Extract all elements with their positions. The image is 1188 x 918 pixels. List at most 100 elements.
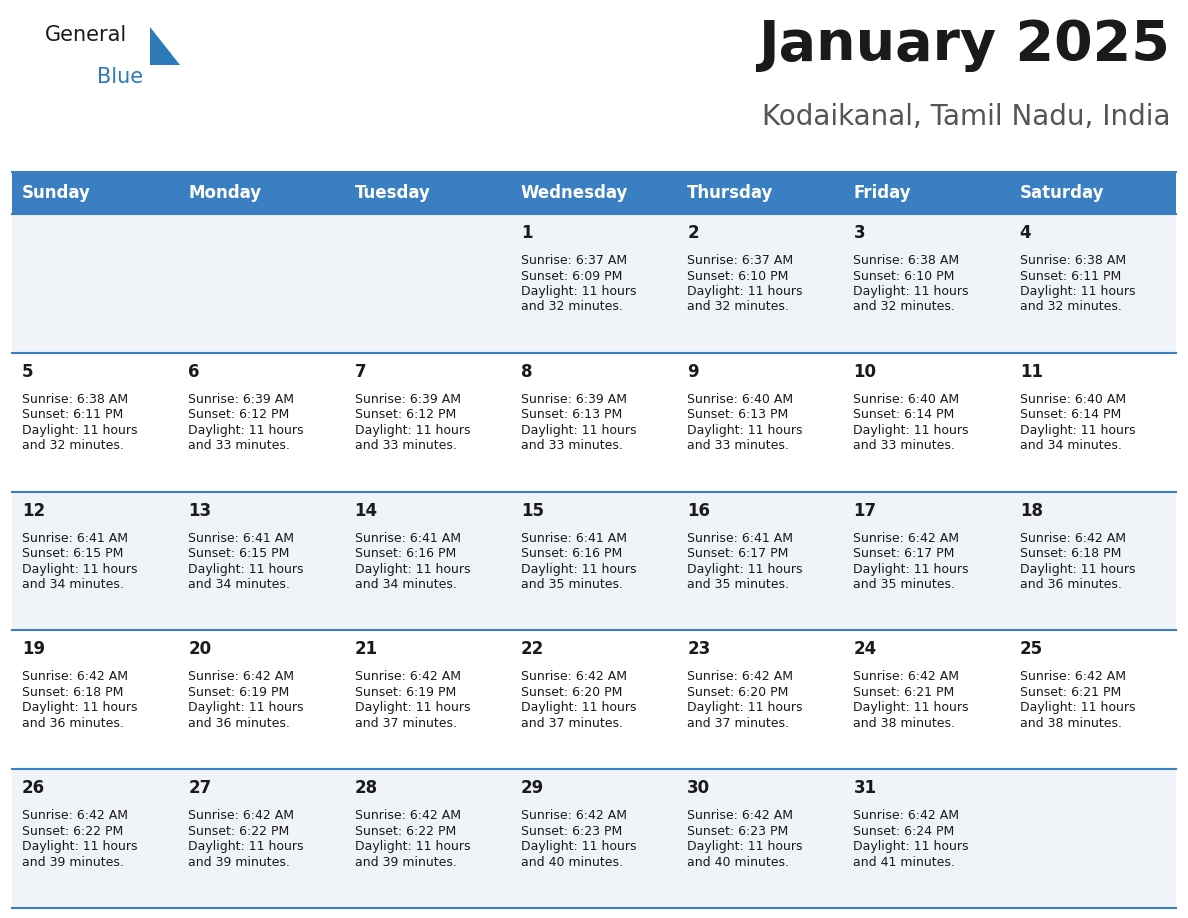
Text: 23: 23 — [687, 641, 710, 658]
Text: Daylight: 11 hours: Daylight: 11 hours — [520, 701, 637, 714]
Text: Sunset: 6:23 PM: Sunset: 6:23 PM — [520, 824, 623, 838]
Bar — [677, 214, 843, 353]
Text: Daylight: 11 hours: Daylight: 11 hours — [188, 840, 304, 853]
Text: Sunrise: 6:42 AM: Sunrise: 6:42 AM — [853, 670, 960, 683]
Text: Daylight: 11 hours: Daylight: 11 hours — [1019, 563, 1136, 576]
Text: Sunrise: 6:41 AM: Sunrise: 6:41 AM — [354, 532, 461, 544]
Text: Wednesday: Wednesday — [520, 184, 628, 202]
Text: Daylight: 11 hours: Daylight: 11 hours — [520, 563, 637, 576]
Text: Sunset: 6:20 PM: Sunset: 6:20 PM — [687, 686, 789, 699]
Text: and 32 minutes.: and 32 minutes. — [1019, 300, 1121, 314]
Text: Daylight: 11 hours: Daylight: 11 hours — [23, 840, 138, 853]
Text: Sunrise: 6:41 AM: Sunrise: 6:41 AM — [520, 532, 627, 544]
Text: Daylight: 11 hours: Daylight: 11 hours — [687, 563, 803, 576]
Bar — [843, 353, 1010, 492]
Bar — [843, 214, 1010, 353]
Text: Sunrise: 6:42 AM: Sunrise: 6:42 AM — [23, 809, 128, 823]
Text: and 34 minutes.: and 34 minutes. — [354, 578, 456, 591]
Text: Sunrise: 6:42 AM: Sunrise: 6:42 AM — [188, 670, 295, 683]
Text: 8: 8 — [520, 363, 532, 381]
Bar — [345, 214, 511, 353]
Text: Sunset: 6:13 PM: Sunset: 6:13 PM — [687, 409, 789, 421]
Bar — [345, 353, 511, 492]
Text: Daylight: 11 hours: Daylight: 11 hours — [354, 701, 470, 714]
Text: Daylight: 11 hours: Daylight: 11 hours — [853, 285, 969, 298]
Text: and 38 minutes.: and 38 minutes. — [1019, 717, 1121, 730]
Bar — [511, 353, 677, 492]
Text: and 38 minutes.: and 38 minutes. — [853, 717, 955, 730]
Text: and 41 minutes.: and 41 minutes. — [853, 856, 955, 868]
Text: Kodaikanal, Tamil Nadu, India: Kodaikanal, Tamil Nadu, India — [762, 103, 1170, 131]
Text: 11: 11 — [1019, 363, 1043, 381]
Text: Sunset: 6:11 PM: Sunset: 6:11 PM — [1019, 270, 1121, 283]
Text: Sunrise: 6:39 AM: Sunrise: 6:39 AM — [188, 393, 295, 406]
Text: Blue: Blue — [97, 67, 143, 87]
Text: and 40 minutes.: and 40 minutes. — [687, 856, 789, 868]
Bar — [12, 353, 178, 492]
Text: Sunset: 6:22 PM: Sunset: 6:22 PM — [354, 824, 456, 838]
Text: Sunrise: 6:41 AM: Sunrise: 6:41 AM — [23, 532, 128, 544]
Text: Sunset: 6:19 PM: Sunset: 6:19 PM — [354, 686, 456, 699]
Text: Sunset: 6:12 PM: Sunset: 6:12 PM — [188, 409, 290, 421]
Text: Friday: Friday — [853, 184, 911, 202]
Bar — [843, 769, 1010, 908]
Text: 26: 26 — [23, 779, 45, 797]
Text: Sunrise: 6:39 AM: Sunrise: 6:39 AM — [520, 393, 627, 406]
Text: and 34 minutes.: and 34 minutes. — [23, 578, 124, 591]
Text: 30: 30 — [687, 779, 710, 797]
Bar — [843, 492, 1010, 631]
Text: Sunset: 6:16 PM: Sunset: 6:16 PM — [520, 547, 623, 560]
Text: 17: 17 — [853, 501, 877, 520]
Text: Sunrise: 6:38 AM: Sunrise: 6:38 AM — [853, 254, 960, 267]
Text: Tuesday: Tuesday — [354, 184, 430, 202]
Text: 24: 24 — [853, 641, 877, 658]
Bar — [677, 769, 843, 908]
Text: Sunset: 6:19 PM: Sunset: 6:19 PM — [188, 686, 290, 699]
Text: Sunset: 6:21 PM: Sunset: 6:21 PM — [853, 686, 955, 699]
Text: Sunset: 6:10 PM: Sunset: 6:10 PM — [853, 270, 955, 283]
Text: and 35 minutes.: and 35 minutes. — [520, 578, 623, 591]
Text: Daylight: 11 hours: Daylight: 11 hours — [687, 840, 803, 853]
Bar — [12, 492, 178, 631]
Text: Sunrise: 6:40 AM: Sunrise: 6:40 AM — [853, 393, 960, 406]
Text: Daylight: 11 hours: Daylight: 11 hours — [188, 701, 304, 714]
Bar — [345, 492, 511, 631]
Text: Sunset: 6:09 PM: Sunset: 6:09 PM — [520, 270, 623, 283]
Text: Sunrise: 6:42 AM: Sunrise: 6:42 AM — [1019, 532, 1126, 544]
Text: and 33 minutes.: and 33 minutes. — [354, 440, 456, 453]
Text: Sunrise: 6:38 AM: Sunrise: 6:38 AM — [23, 393, 128, 406]
Bar — [511, 631, 677, 769]
Text: Sunrise: 6:37 AM: Sunrise: 6:37 AM — [687, 254, 794, 267]
Bar — [178, 172, 345, 214]
Text: and 36 minutes.: and 36 minutes. — [23, 717, 124, 730]
Text: Sunrise: 6:41 AM: Sunrise: 6:41 AM — [687, 532, 794, 544]
Bar — [1010, 769, 1176, 908]
Text: 9: 9 — [687, 363, 699, 381]
Text: Sunrise: 6:42 AM: Sunrise: 6:42 AM — [687, 670, 794, 683]
Text: Sunrise: 6:42 AM: Sunrise: 6:42 AM — [520, 809, 627, 823]
Text: Sunset: 6:14 PM: Sunset: 6:14 PM — [1019, 409, 1121, 421]
Text: Sunrise: 6:41 AM: Sunrise: 6:41 AM — [188, 532, 295, 544]
Text: Daylight: 11 hours: Daylight: 11 hours — [188, 563, 304, 576]
Text: and 35 minutes.: and 35 minutes. — [853, 578, 955, 591]
Text: 13: 13 — [188, 501, 211, 520]
Text: Sunrise: 6:42 AM: Sunrise: 6:42 AM — [853, 809, 960, 823]
Text: Sunset: 6:11 PM: Sunset: 6:11 PM — [23, 409, 124, 421]
Bar — [345, 769, 511, 908]
Text: Daylight: 11 hours: Daylight: 11 hours — [23, 424, 138, 437]
Text: 21: 21 — [354, 641, 378, 658]
Bar — [12, 631, 178, 769]
Text: and 39 minutes.: and 39 minutes. — [354, 856, 456, 868]
Text: and 32 minutes.: and 32 minutes. — [853, 300, 955, 314]
Text: Daylight: 11 hours: Daylight: 11 hours — [1019, 285, 1136, 298]
Bar — [1010, 172, 1176, 214]
Text: 6: 6 — [188, 363, 200, 381]
Text: January 2025: January 2025 — [758, 18, 1170, 72]
Text: Saturday: Saturday — [1019, 184, 1104, 202]
Text: Sunset: 6:24 PM: Sunset: 6:24 PM — [853, 824, 955, 838]
Text: Sunset: 6:15 PM: Sunset: 6:15 PM — [23, 547, 124, 560]
Text: and 39 minutes.: and 39 minutes. — [188, 856, 290, 868]
Text: Sunrise: 6:37 AM: Sunrise: 6:37 AM — [520, 254, 627, 267]
Text: Daylight: 11 hours: Daylight: 11 hours — [853, 424, 969, 437]
Text: Sunrise: 6:42 AM: Sunrise: 6:42 AM — [687, 809, 794, 823]
